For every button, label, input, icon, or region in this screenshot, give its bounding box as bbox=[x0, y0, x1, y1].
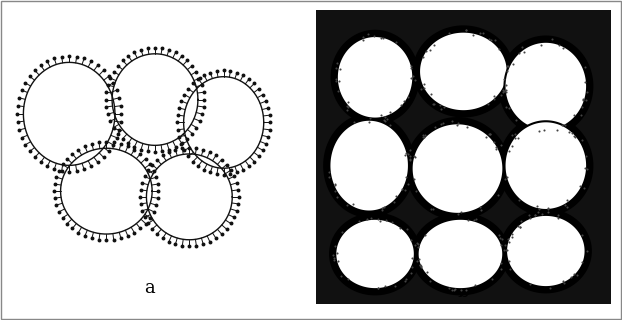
Polygon shape bbox=[504, 121, 587, 210]
Polygon shape bbox=[506, 215, 586, 287]
Polygon shape bbox=[335, 219, 415, 289]
Polygon shape bbox=[504, 42, 587, 131]
Text: a: a bbox=[144, 279, 155, 297]
Polygon shape bbox=[506, 215, 586, 287]
Polygon shape bbox=[504, 121, 587, 210]
Polygon shape bbox=[504, 42, 587, 131]
Polygon shape bbox=[412, 123, 503, 214]
Polygon shape bbox=[419, 32, 508, 111]
Polygon shape bbox=[335, 219, 415, 289]
Polygon shape bbox=[417, 219, 503, 289]
Polygon shape bbox=[330, 120, 409, 212]
Polygon shape bbox=[417, 219, 503, 289]
Polygon shape bbox=[330, 120, 409, 212]
Polygon shape bbox=[337, 36, 413, 119]
Polygon shape bbox=[337, 36, 413, 119]
Polygon shape bbox=[412, 123, 503, 214]
Text: b: b bbox=[458, 283, 469, 301]
Polygon shape bbox=[419, 32, 508, 111]
